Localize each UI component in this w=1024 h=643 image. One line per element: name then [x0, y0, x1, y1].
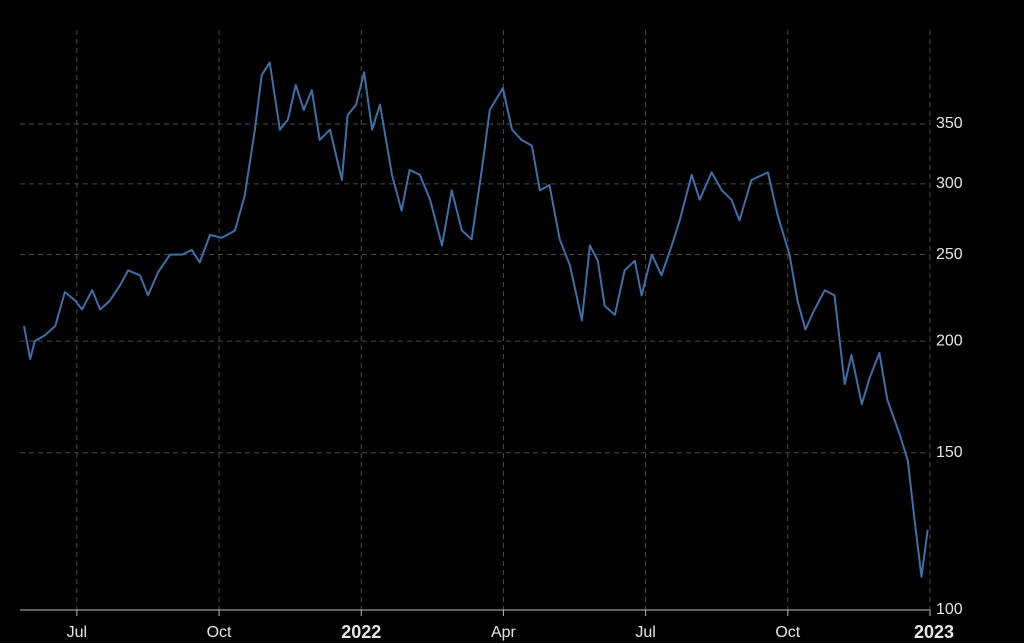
x-tick-label: Apr	[491, 624, 517, 641]
x-tick-label: Jul	[67, 624, 87, 641]
x-tick-label: Oct	[775, 624, 800, 641]
y-tick-label: 350	[936, 115, 963, 132]
y-tick-label: 150	[936, 444, 963, 461]
x-tick-label: Jul	[635, 624, 655, 641]
y-tick-label: 100	[936, 601, 963, 618]
x-tick-label: 2023	[914, 622, 954, 642]
x-tick-label: Oct	[207, 624, 232, 641]
x-tick-label: 2022	[341, 622, 381, 642]
y-tick-label: 200	[936, 332, 963, 349]
y-tick-label: 300	[936, 175, 963, 192]
y-tick-label: 250	[936, 246, 963, 263]
price-line	[23, 61, 929, 578]
